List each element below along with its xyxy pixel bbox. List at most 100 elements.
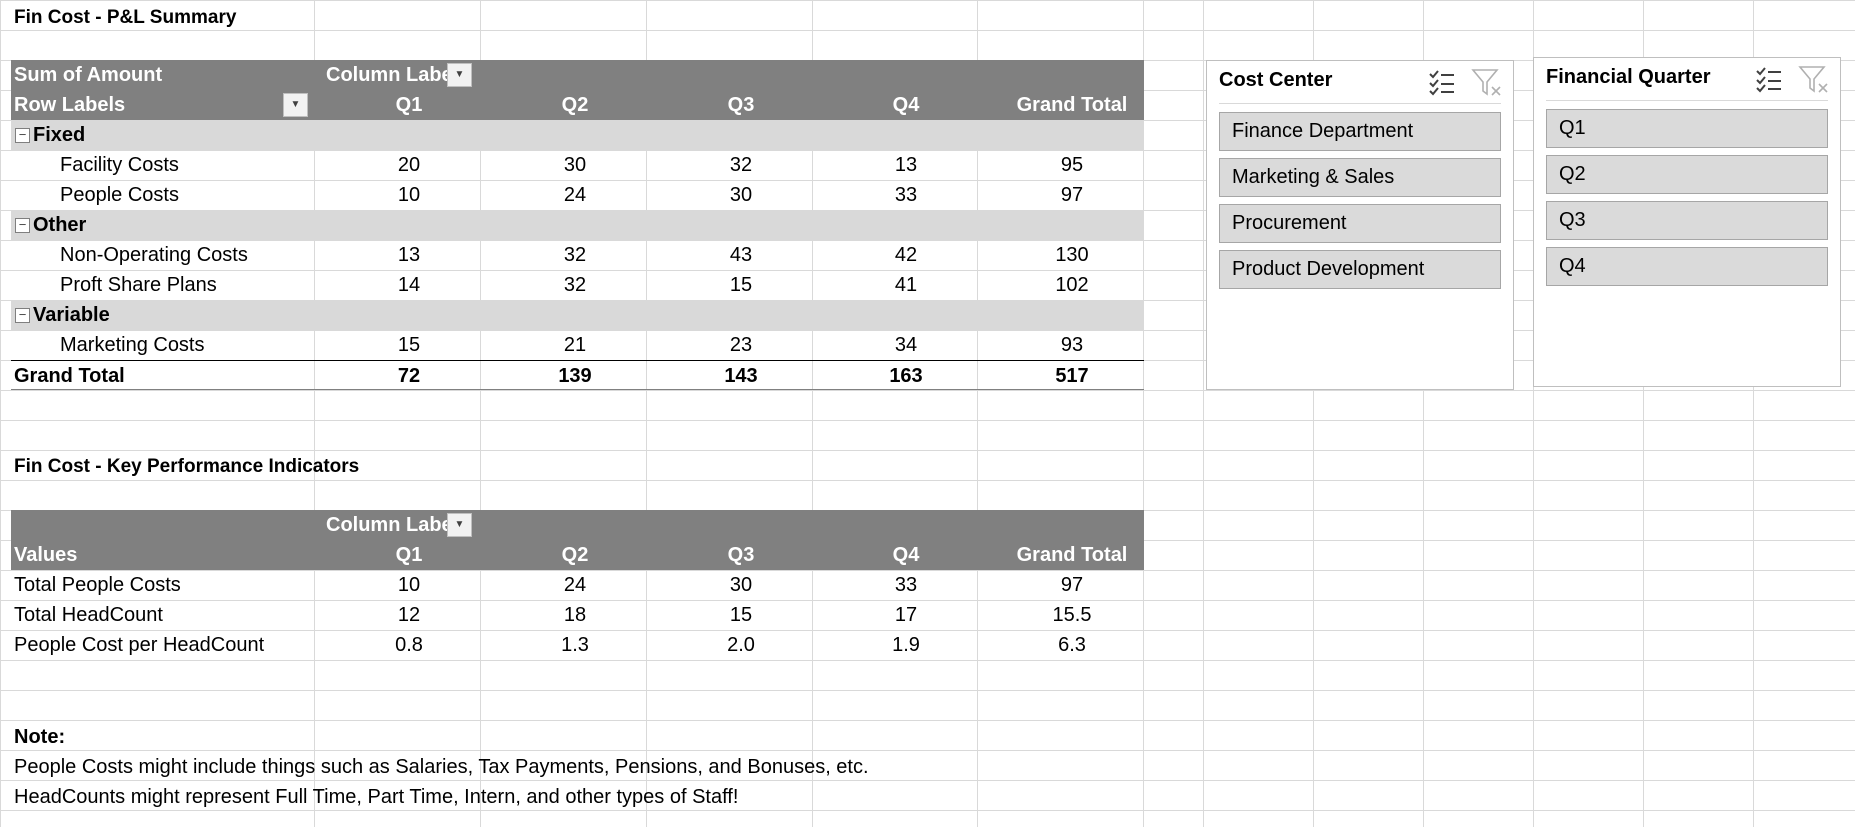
cell-value: 102 (1055, 274, 1089, 296)
grand-total-label: Grand Total (14, 365, 125, 387)
table-row[interactable]: Total People Costs 10 24 30 33 97 (11, 570, 1144, 600)
dropdown-arrow-icon: ▼ (454, 69, 465, 80)
table-row[interactable]: Proft Share Plans 14 32 15 41 102 (11, 270, 1144, 300)
gridline (1533, 0, 1534, 827)
table-row[interactable]: Marketing Costs 15 21 23 34 93 (11, 330, 1144, 360)
cell-value: 14 (397, 274, 421, 296)
row-label: Non-Operating Costs (60, 244, 248, 266)
cell-value: 32 (563, 274, 587, 296)
cell-value: 33 (894, 574, 918, 596)
cell-value: 24 (563, 184, 587, 206)
column-header: Q1 (395, 94, 423, 116)
row-label: People Costs (60, 184, 179, 206)
gridline (480, 0, 481, 827)
pivot-header-row: Row Labels ▼ Q1 Q2 Q3 Q4 Grand Total (11, 90, 1144, 120)
gridline (1203, 0, 1204, 827)
column-header: Q2 (561, 544, 589, 566)
cell-value: 34 (894, 334, 918, 356)
cell-value: 517 (1055, 365, 1089, 387)
multi-select-icon[interactable] (1754, 64, 1784, 94)
table-row[interactable]: People Costs 10 24 30 33 97 (11, 180, 1144, 210)
column-labels-dropdown[interactable]: ▼ (447, 513, 472, 537)
group-label: Other (33, 214, 87, 236)
cell-value: 2.0 (727, 634, 755, 656)
cell-value: 13 (894, 154, 918, 176)
pl-pivot-table: Sum of Amount Column Labe ▼ Row Labels ▼… (11, 60, 1144, 390)
column-labels-dropdown[interactable]: ▼ (447, 63, 472, 87)
note-heading: Note: (14, 726, 66, 748)
clear-filter-icon[interactable] (1471, 67, 1503, 97)
column-labels-header: Column Labe (326, 514, 453, 536)
row-label: Marketing Costs (60, 334, 205, 356)
table-row[interactable]: Total HeadCount 12 18 15 17 15.5 (11, 600, 1144, 630)
cell-value: 1.9 (892, 634, 920, 656)
cell-value: 130 (1055, 244, 1089, 266)
column-header: Q4 (892, 544, 920, 566)
collapse-icon[interactable]: − (15, 307, 30, 323)
cell-value: 30 (729, 184, 753, 206)
cell-value: 32 (729, 154, 753, 176)
financial-quarter-slicer: Financial Quarter Q1 Q2 Q3 Q4 (1533, 57, 1841, 387)
cell-value: 43 (729, 244, 753, 266)
cell-value: 20 (397, 154, 421, 176)
row-label: Total HeadCount (14, 604, 163, 626)
cell-value: 41 (894, 274, 918, 296)
collapse-icon[interactable]: − (15, 127, 30, 143)
group-row-variable[interactable]: − Variable (11, 300, 1144, 330)
multi-select-icon[interactable] (1427, 67, 1457, 97)
group-row-other[interactable]: − Other (11, 210, 1144, 240)
gridline (1423, 0, 1424, 827)
slicer-item[interactable]: Marketing & Sales (1219, 158, 1501, 197)
cell-value: 17 (894, 604, 918, 626)
cell-value: 30 (729, 574, 753, 596)
slicer-item[interactable]: Q4 (1546, 247, 1828, 286)
note-line: People Costs might include things such a… (14, 756, 869, 778)
grand-total-row[interactable]: Grand Total 72 139 143 163 517 (11, 360, 1144, 390)
slicer-item[interactable]: Product Development (1219, 250, 1501, 289)
gridline (1143, 0, 1144, 827)
row-label: Total People Costs (14, 574, 181, 596)
row-label: People Cost per HeadCount (14, 634, 265, 656)
kpi-title: Fin Cost - Key Performance Indicators (14, 456, 360, 477)
slicer-divider (1546, 100, 1828, 101)
column-header: Q3 (727, 544, 755, 566)
slicer-item[interactable]: Q2 (1546, 155, 1828, 194)
row-label: Proft Share Plans (60, 274, 217, 296)
column-header: Q4 (892, 94, 920, 116)
table-row[interactable]: People Cost per HeadCount 0.8 1.3 2.0 1.… (11, 630, 1144, 660)
cell-value: 24 (563, 574, 587, 596)
gridline (314, 0, 315, 827)
note-line: HeadCounts might represent Full Time, Pa… (14, 786, 739, 808)
values-header: Values (14, 544, 78, 566)
cell-value: 15 (397, 334, 421, 356)
cell-value: 23 (729, 334, 753, 356)
row-labels-header: Row Labels (14, 94, 126, 116)
group-row-fixed[interactable]: − Fixed (11, 120, 1144, 150)
cell-value: 0.8 (395, 634, 423, 656)
slicer-item[interactable]: Q1 (1546, 109, 1828, 148)
slicer-title: Cost Center (1219, 69, 1333, 91)
slicer-item[interactable]: Procurement (1219, 204, 1501, 243)
row-labels-dropdown[interactable]: ▼ (283, 93, 308, 117)
slicer-item[interactable]: Q3 (1546, 201, 1828, 240)
dropdown-arrow-icon: ▼ (290, 99, 301, 110)
group-label: Fixed (33, 124, 86, 146)
gridline (1753, 0, 1754, 827)
collapse-icon[interactable]: − (15, 217, 30, 233)
cost-center-slicer: Cost Center Finance Department Marketing… (1206, 60, 1514, 390)
table-row[interactable]: Non-Operating Costs 13 32 43 42 130 (11, 240, 1144, 270)
gridline (646, 0, 647, 827)
column-labels-header: Column Labe (326, 64, 453, 86)
cell-value: 139 (558, 365, 592, 387)
slicer-item[interactable]: Finance Department (1219, 112, 1501, 151)
gridline (977, 0, 978, 827)
cell-value: 143 (724, 365, 758, 387)
cell-value: 33 (894, 184, 918, 206)
pivot-header-row: Column Labe ▼ (11, 510, 1144, 540)
clear-filter-icon[interactable] (1798, 64, 1830, 94)
pl-summary-title: Fin Cost - P&L Summary (14, 7, 237, 28)
cell-value: 42 (894, 244, 918, 266)
group-label: Variable (33, 304, 110, 326)
gridline (1643, 0, 1644, 827)
table-row[interactable]: Facility Costs 20 30 32 13 95 (11, 150, 1144, 180)
